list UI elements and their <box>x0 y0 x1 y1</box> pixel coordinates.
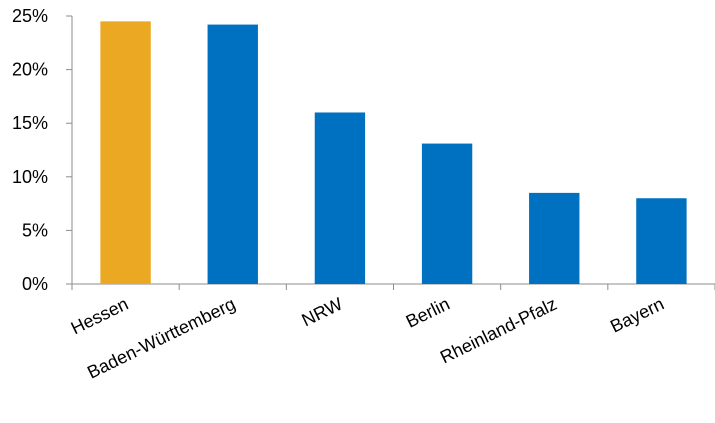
bar-hessen <box>100 21 151 285</box>
y-tick-label: 0% <box>22 274 48 294</box>
bar-bayern <box>636 198 687 284</box>
y-tick-label: 5% <box>22 220 48 240</box>
y-tick-label: 15% <box>12 113 48 133</box>
bar-rheinland-pfalz <box>529 192 580 284</box>
x-category-label: Berlin <box>403 294 453 332</box>
y-axis: 0% 5% 10% 15% 20% 25% <box>12 6 73 294</box>
x-category-label: Rheinland-Pfalz <box>437 294 560 368</box>
y-tick-label: 20% <box>12 60 48 80</box>
x-category-label: Hessen <box>68 294 132 339</box>
bar-baden-w-rttemberg <box>207 24 258 285</box>
y-tick-label: 25% <box>12 6 48 26</box>
x-category-label: Bayern <box>607 294 667 337</box>
bar-nrw <box>314 112 366 284</box>
x-category-label: NRW <box>299 294 346 331</box>
bars <box>100 21 687 285</box>
bar-berlin <box>421 143 473 284</box>
x-axis <box>71 283 715 290</box>
y-tick-label: 10% <box>12 167 48 187</box>
